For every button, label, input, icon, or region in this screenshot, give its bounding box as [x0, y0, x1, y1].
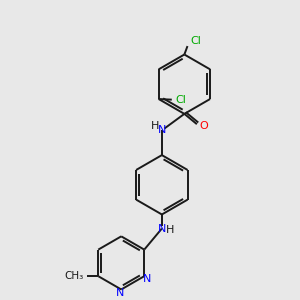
Text: CH₃: CH₃ [64, 271, 84, 281]
Text: H: H [166, 225, 174, 235]
Text: N: N [158, 224, 166, 233]
Text: Cl: Cl [190, 36, 201, 46]
Text: Cl: Cl [175, 95, 186, 105]
Text: O: O [200, 121, 208, 131]
Text: N: N [158, 125, 166, 135]
Text: H: H [151, 122, 159, 131]
Text: N: N [116, 288, 124, 298]
Text: N: N [143, 274, 152, 284]
